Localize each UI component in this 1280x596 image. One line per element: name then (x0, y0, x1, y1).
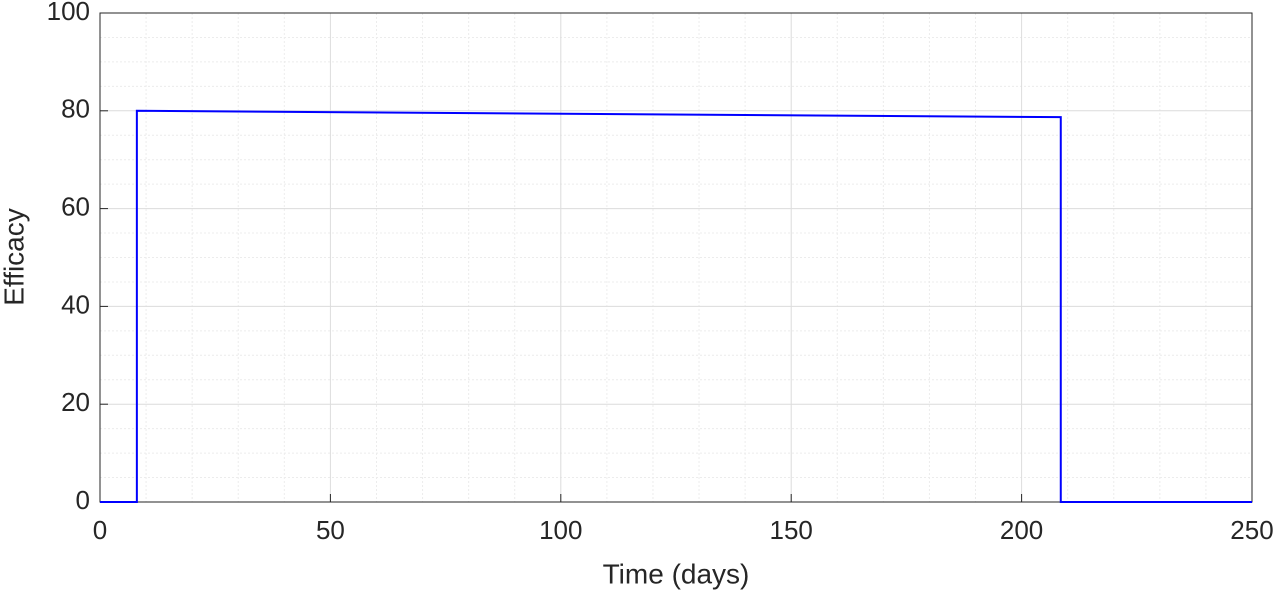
x-tick-label: 50 (316, 515, 345, 545)
y-tick-label: 40 (61, 289, 90, 319)
y-tick-label: 0 (76, 485, 90, 515)
y-tick-label: 80 (61, 94, 90, 124)
data-line (100, 109, 1252, 503)
y-axis-label: Efficacy (0, 208, 29, 306)
x-axis-label: Time (days) (603, 558, 750, 589)
x-tick-label: 200 (1000, 515, 1043, 545)
y-tick-label: 100 (47, 0, 90, 26)
x-tick-label: 150 (770, 515, 813, 545)
y-tick-label: 60 (61, 191, 90, 221)
y-tick-label: 20 (61, 387, 90, 417)
x-tick-label: 0 (93, 515, 107, 545)
x-tick-label: 250 (1230, 515, 1273, 545)
x-tick-label: 100 (539, 515, 582, 545)
plot-frame (99, 12, 1253, 503)
